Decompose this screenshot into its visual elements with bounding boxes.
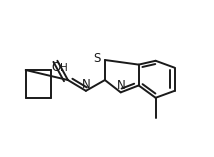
Text: S: S xyxy=(93,52,101,65)
Text: N: N xyxy=(82,78,90,91)
Text: N: N xyxy=(117,79,126,92)
Text: O: O xyxy=(51,61,60,74)
Text: H: H xyxy=(60,63,68,73)
